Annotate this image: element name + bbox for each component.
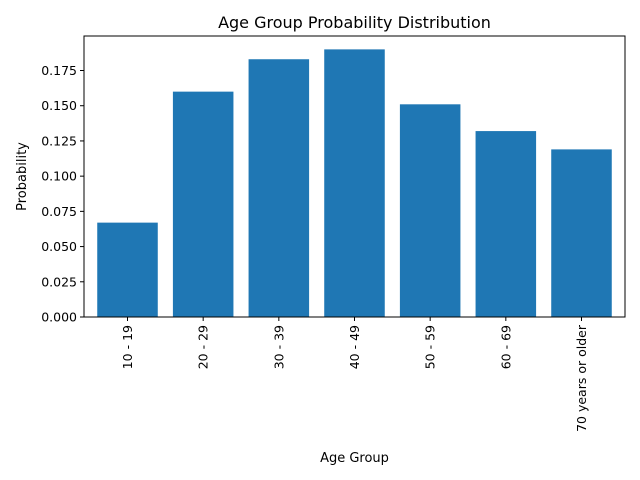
bar-40-49 bbox=[324, 49, 385, 317]
bar-30-39 bbox=[248, 59, 310, 318]
chart-title: Age Group Probability Distribution bbox=[218, 13, 491, 32]
y-tick-label: 0.125 bbox=[41, 133, 77, 148]
x-axis-label: Age Group bbox=[320, 451, 389, 466]
y-tick-label: 0.075 bbox=[41, 204, 77, 219]
y-tick-label: 0.100 bbox=[41, 169, 77, 184]
bar-50-59 bbox=[399, 104, 461, 317]
plot-frame bbox=[83, 35, 626, 318]
y-tick-label: 0.150 bbox=[41, 98, 77, 113]
x-tick-label: 20 - 29 bbox=[196, 325, 211, 369]
x-tick-label: 30 - 39 bbox=[271, 325, 286, 369]
y-tick-label: 0.000 bbox=[41, 310, 77, 325]
y-tick-label: 0.025 bbox=[41, 274, 77, 289]
y-axis-label: Probability bbox=[15, 142, 30, 211]
y-tick-label: 0.050 bbox=[41, 239, 77, 254]
y-tick-label: 0.175 bbox=[41, 63, 77, 78]
x-tick-label: 10 - 19 bbox=[120, 325, 135, 369]
bar-20-29 bbox=[172, 91, 234, 317]
bar-60-69 bbox=[475, 131, 537, 317]
x-tick-label: 70 years or older bbox=[574, 324, 589, 432]
x-tick-label: 40 - 49 bbox=[347, 325, 362, 369]
x-axis-ticks: 10 - 19 20 - 29 30 - 39 40 - 49 50 - 59 60 - … bbox=[120, 317, 589, 432]
x-tick-label: 60 - 69 bbox=[498, 325, 513, 369]
x-tick-label: 50 - 59 bbox=[423, 325, 438, 369]
bars-group bbox=[97, 49, 612, 318]
y-axis-ticks: 0.000 0.025 0.050 0.075 0.100 0.125 0.150 0.175 bbox=[41, 63, 84, 325]
bar-10-19 bbox=[97, 222, 158, 317]
bar-70yearsorolder bbox=[551, 149, 612, 317]
